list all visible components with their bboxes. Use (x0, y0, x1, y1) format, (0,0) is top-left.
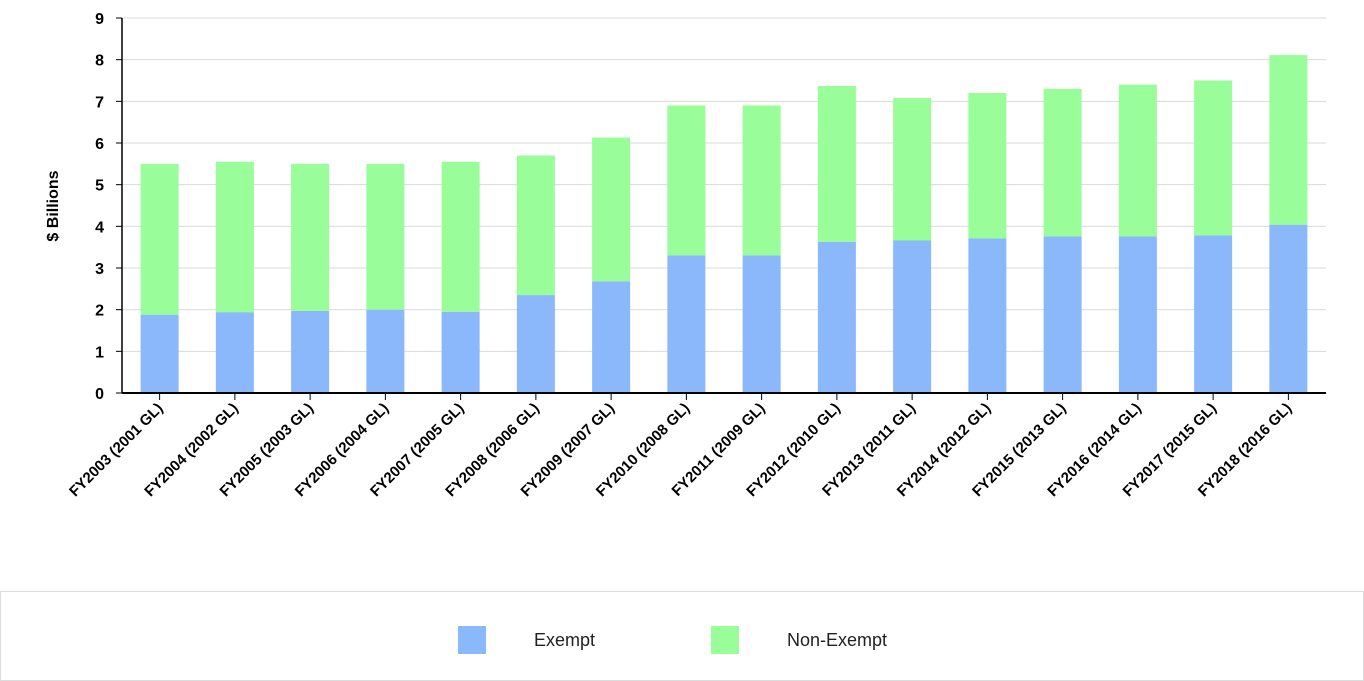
bar-non-exempt (1269, 55, 1308, 225)
legend-item-non-exempt: Non-Exempt (711, 626, 887, 654)
bar-non-exempt (742, 105, 781, 256)
y-axis-title: $ Billions (45, 170, 62, 241)
bar-non-exempt (893, 98, 932, 241)
legend-item-exempt: Exempt (458, 626, 595, 654)
legend-label-non-exempt: Non-Exempt (787, 629, 888, 650)
y-tick-label: 8 (95, 53, 104, 70)
bar-non-exempt (968, 93, 1007, 239)
legend-label-exempt: Exempt (534, 629, 596, 650)
y-tick-label: 5 (95, 178, 104, 195)
y-tick-label: 1 (95, 344, 104, 361)
bar-non-exempt (1194, 80, 1233, 236)
bar-non-exempt (592, 137, 631, 282)
axes (116, 17, 1326, 400)
y-tick-label: 2 (95, 303, 104, 320)
bar-exempt (742, 255, 781, 393)
y-tick-label: 6 (95, 136, 104, 153)
bar-non-exempt (140, 163, 179, 315)
bar-exempt (817, 241, 856, 393)
bar-non-exempt (817, 85, 856, 242)
bar-non-exempt (1043, 88, 1082, 237)
bar-exempt (140, 314, 179, 393)
stacked-bar-chart: 0 1 2 3 4 5 6 7 8 9 FY2003 (2001 GL)FY2004 (2002 … (45, 11, 1326, 500)
y-tick-label: 3 (95, 261, 104, 278)
bar-exempt (1269, 224, 1308, 393)
bar-non-exempt (291, 163, 330, 311)
bar-exempt (893, 240, 932, 393)
bar-exempt (366, 309, 405, 393)
bar-exempt (592, 281, 631, 393)
bar-exempt (968, 238, 1007, 393)
bar-exempt (1118, 236, 1157, 393)
bar-exempt (516, 295, 555, 393)
y-tick-labels: 0 1 2 3 4 5 6 7 8 9 (95, 11, 104, 403)
bar-exempt (215, 312, 254, 393)
legend-swatch-exempt (458, 626, 486, 654)
bar-exempt (441, 311, 480, 393)
legend-swatch-non-exempt (711, 626, 739, 654)
bar-exempt (291, 310, 330, 393)
y-tick-label: 9 (95, 11, 104, 28)
y-tick-label: 7 (95, 94, 104, 111)
legend: Exempt Non-Exempt (0, 591, 1364, 681)
bar-exempt (1194, 235, 1233, 393)
bar-non-exempt (215, 161, 254, 313)
bars (140, 55, 1308, 393)
bar-non-exempt (516, 155, 555, 296)
x-tick-labels: FY2003 (2001 GL)FY2004 (2002 GL)FY2005 (… (66, 400, 1295, 500)
bar-non-exempt (1118, 84, 1157, 237)
y-tick-label: 4 (95, 219, 104, 236)
bar-exempt (1043, 236, 1082, 393)
bar-non-exempt (667, 105, 706, 256)
y-tick-label: 0 (95, 386, 104, 403)
bar-exempt (667, 255, 706, 393)
bar-non-exempt (366, 163, 405, 310)
bar-non-exempt (441, 161, 480, 312)
